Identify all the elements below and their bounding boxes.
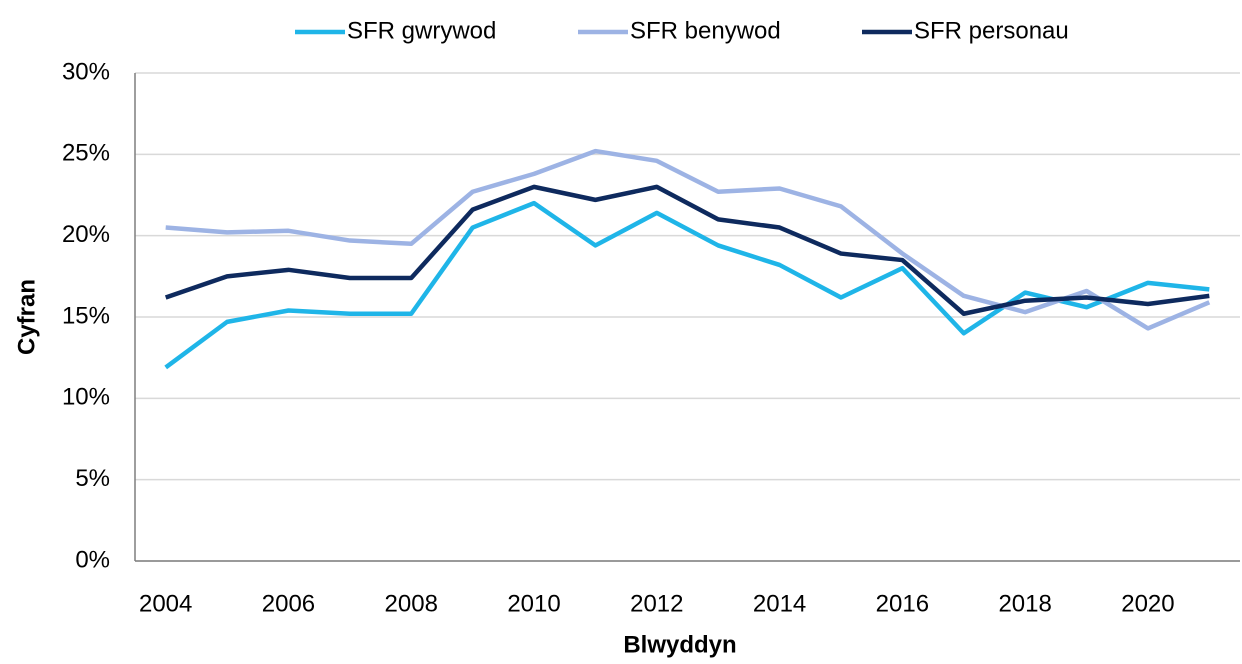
series-line	[164, 200, 1210, 370]
legend-label: SFR gwrywod	[347, 17, 496, 44]
y-tick-label: 5%	[75, 465, 110, 492]
y-axis-title: Cyfran	[13, 279, 40, 355]
y-tick-label: 15%	[62, 302, 110, 329]
x-tick-label: 2010	[507, 590, 560, 617]
y-tick-label: 30%	[62, 58, 110, 85]
legend-label: SFR personau	[914, 17, 1069, 44]
x-axis-title: Blwyddyn	[623, 631, 736, 658]
x-tick-label: 2006	[262, 590, 315, 617]
y-tick-label: 0%	[75, 546, 110, 573]
y-tick-label: 20%	[62, 221, 110, 248]
series-line	[164, 184, 1210, 316]
x-tick-label: 2016	[876, 590, 929, 617]
x-tick-label: 2008	[385, 590, 438, 617]
y-tick-label: 10%	[62, 384, 110, 411]
y-tick-label: 25%	[62, 140, 110, 167]
x-tick-label: 2004	[139, 590, 192, 617]
x-tick-label: 2014	[753, 590, 806, 617]
x-tick-label: 2020	[1121, 590, 1174, 617]
legend-label: SFR benywod	[630, 17, 781, 44]
x-tick-label: 2012	[630, 590, 683, 617]
x-tick-label: 2018	[998, 590, 1051, 617]
series-line	[165, 148, 1211, 331]
